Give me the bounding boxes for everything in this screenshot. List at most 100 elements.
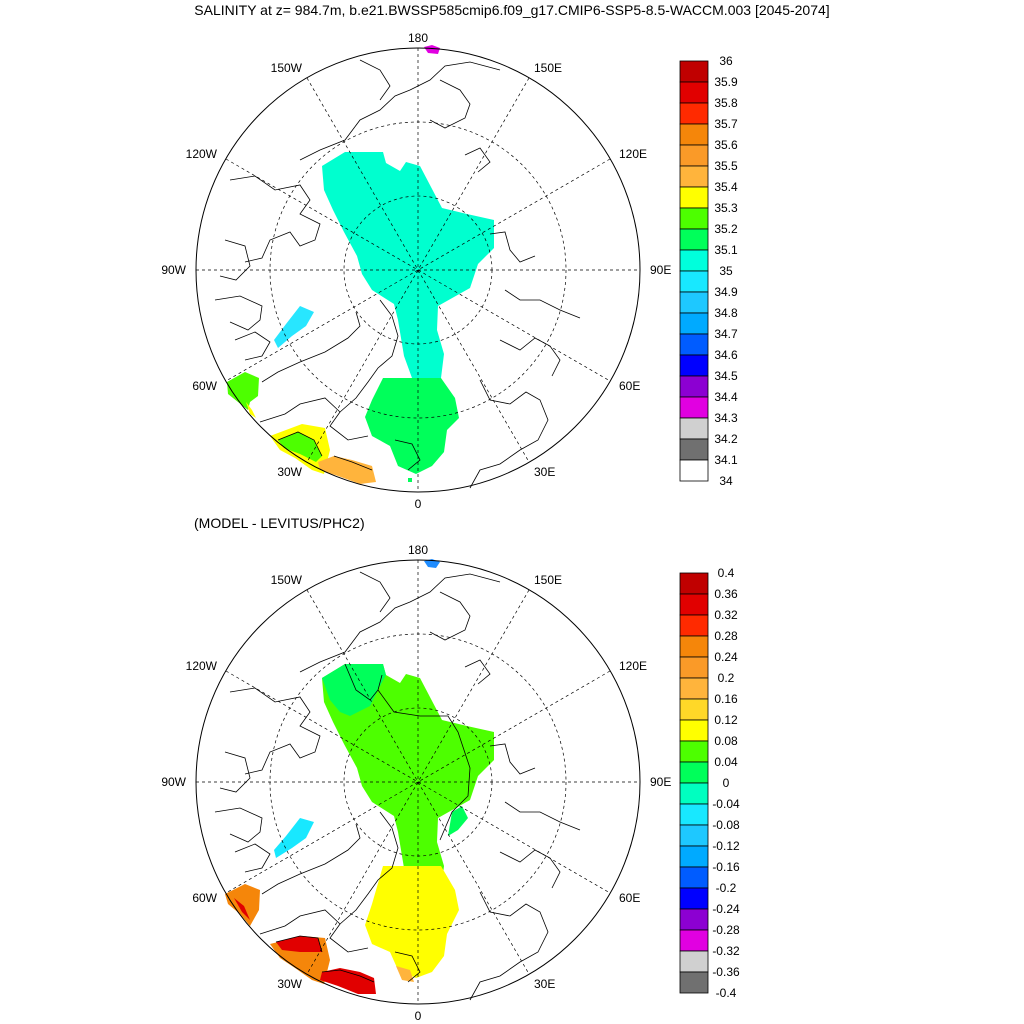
bottom-lon-label: 60W (192, 891, 217, 905)
top-colorbar-label: 35.6 (714, 138, 738, 152)
top-lon-label: 90E (650, 263, 671, 277)
bottom-colorbar-label: 0.28 (714, 629, 738, 643)
top-colorbar-swatch (679, 165, 709, 188)
top-coastlines (214, 59, 581, 489)
bottom-colorbar-label: -0.24 (712, 902, 740, 916)
top-colorbar-label: 34.5 (714, 369, 738, 383)
top-colorbar-label: 34.1 (714, 453, 738, 467)
top-lon-label: 180 (408, 31, 428, 45)
top-labrador-field (274, 306, 314, 348)
bottom-colorbar-swatch (679, 698, 709, 721)
bottom-labrador-field (274, 818, 314, 858)
top-colorbar-label: 34.2 (714, 432, 738, 446)
top-colorbar-swatch (679, 459, 709, 482)
top-graticule (196, 48, 640, 492)
bottom-colorbar-label: 0.12 (714, 713, 738, 727)
top-colorbar-swatch (679, 60, 709, 83)
bottom-lon-label: 150W (271, 573, 303, 587)
top-colorbar-label: 35 (719, 264, 733, 278)
bottom-atlantic-red-south (320, 968, 376, 994)
top-colorbar-label: 35.9 (714, 75, 738, 89)
bottom-atlantic-red (276, 936, 322, 952)
top-colorbar-label: 35.7 (714, 117, 738, 131)
bottom-colorbar-swatch (679, 614, 709, 637)
bottom-colorbar-swatch (679, 971, 709, 994)
bottom-lon-label: 150E (534, 573, 562, 587)
top-colorbar-swatch (679, 81, 709, 104)
bottom-atlantic-gold (396, 966, 414, 982)
bottom-colorbar-swatch (679, 929, 709, 952)
bottom-graticule (196, 560, 640, 1004)
top-colorbar-swatch (679, 228, 709, 251)
bottom-nordic-field (365, 866, 459, 978)
top-lon-label: 150E (534, 61, 562, 75)
bottom-colorbar-label: 0.4 (718, 566, 735, 580)
top-nordic-fragment (408, 478, 412, 482)
bottom-colorbar-label: 0.32 (714, 608, 738, 622)
top-lon-label: 0 (415, 497, 422, 511)
bottom-colorbar-label: 0.16 (714, 692, 738, 706)
top-colorbar-label: 35.1 (714, 243, 738, 257)
top-baffin-field (227, 372, 259, 410)
bottom-arctic-edge (322, 664, 386, 716)
bottom-colorbar-swatch (679, 593, 709, 616)
bottom-colorbar-swatch (679, 572, 709, 595)
bottom-lon-label: 180 (408, 543, 428, 557)
top-colorbar-swatch (679, 396, 709, 419)
bottom-colorbar-label: -0.12 (712, 839, 740, 853)
top-map-border (195, 47, 641, 493)
bottom-colorbar-label: -0.32 (712, 944, 740, 958)
top-colorbar-label: 35.8 (714, 96, 738, 110)
top-colorbar-label: 35.4 (714, 180, 738, 194)
bottom-colorbar-label: -0.36 (712, 965, 740, 979)
top-colorbar-swatch (679, 438, 709, 461)
bottom-colorbar-label: -0.04 (712, 797, 740, 811)
bottom-colorbar-label: -0.08 (712, 818, 740, 832)
bottom-bering-field (424, 559, 440, 568)
top-colorbar-label: 34.7 (714, 327, 738, 341)
bottom-lon-label: 120W (186, 659, 218, 673)
bottom-colorbar-label: -0.4 (716, 986, 737, 1000)
bottom-colorbar-swatch (679, 761, 709, 784)
top-colorbar-swatch (679, 375, 709, 398)
bottom-colorbar-swatch (679, 803, 709, 826)
bottom-colorbar-swatch (679, 677, 709, 700)
top-bering-field (424, 45, 440, 54)
top-colorbar-swatch (679, 123, 709, 146)
bottom-coastlines (214, 571, 581, 1001)
top-longitude-labels: 180 0 90W 90E 150W 120W 150E 120E 60W 30… (161, 31, 671, 511)
top-colorbar-swatch (679, 102, 709, 125)
top-colorbar-swatch (679, 249, 709, 272)
bottom-colorbar-label: -0.2 (716, 881, 737, 895)
top-colorbar-swatch (679, 291, 709, 314)
top-colorbar-label: 34.3 (714, 411, 738, 425)
top-colorbar-label: 35.2 (714, 222, 738, 236)
bottom-longitude-labels: 180 0 90W 90E 150W 120W 150E 120E 60W 30… (161, 543, 671, 1023)
top-lon-label: 120E (619, 147, 647, 161)
top-colorbar-label: 34.8 (714, 306, 738, 320)
bottom-colorbar-label: 0.36 (714, 587, 738, 601)
bottom-lon-label: 90W (161, 775, 186, 789)
top-lon-label: 150W (271, 61, 303, 75)
figure-title: SALINITY at z= 984.7m, b.e21.BWSSP585cmi… (194, 2, 830, 18)
bottom-colorbar-label: -0.28 (712, 923, 740, 937)
top-contour (277, 431, 323, 457)
bottom-colorbar: 0.4 0.36 0.32 0.28 0.24 0.2 0.16 0.12 0.08 0.04 0 -… (679, 566, 740, 1000)
bottom-arctic-edge-east (448, 806, 468, 836)
bottom-lon-label: 30E (534, 977, 555, 991)
bottom-colorbar-swatch (679, 908, 709, 931)
top-contour (333, 455, 373, 471)
bottom-colorbar-label: 0.04 (714, 755, 738, 769)
bottom-lon-label: 60E (619, 891, 640, 905)
top-colorbar-swatch (679, 144, 709, 167)
top-colorbar-swatch (679, 354, 709, 377)
bottom-colorbar-swatch (679, 782, 709, 805)
top-colorbar-swatch (679, 417, 709, 440)
top-colorbar-swatch (679, 270, 709, 293)
top-colorbar-swatch (679, 186, 709, 209)
bottom-lon-label: 90E (650, 775, 671, 789)
top-colorbar-swatch (679, 333, 709, 356)
top-nordic-field (365, 378, 459, 474)
top-lon-label: 60E (619, 379, 640, 393)
bottom-colorbar-swatch (679, 845, 709, 868)
